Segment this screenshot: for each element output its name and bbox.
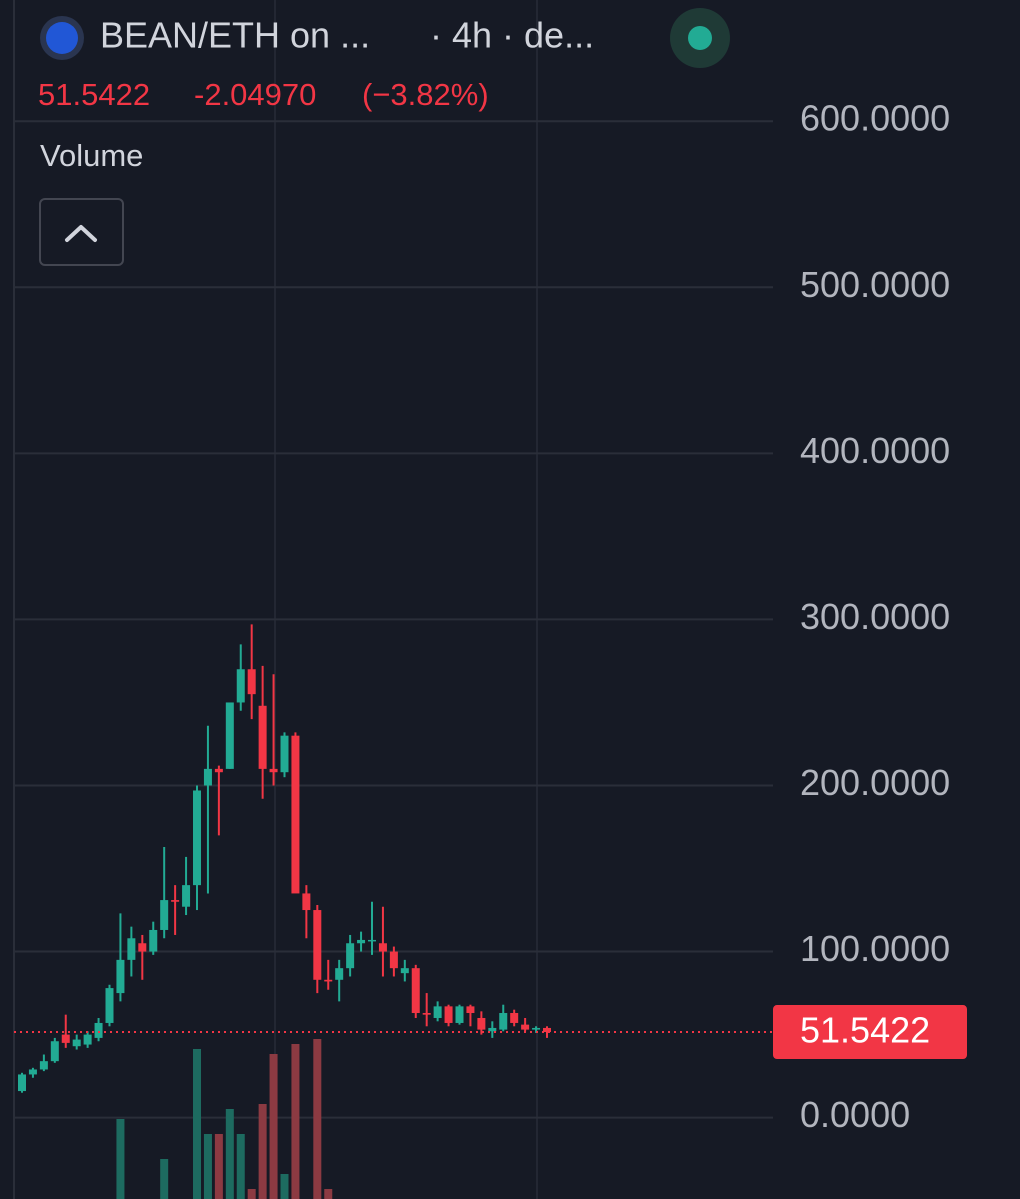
volume-bar [324, 1189, 333, 1199]
y-tick-label: 0.0000 [800, 1094, 910, 1135]
candle-body [203, 768, 212, 786]
collapse-button[interactable] [39, 198, 124, 266]
candle-body [182, 885, 191, 907]
candle-body [160, 900, 169, 930]
chevron-up [65, 225, 97, 242]
candle-body [400, 968, 409, 974]
candle-body [422, 1013, 431, 1015]
header: BEAN/ETH on ... · 4h · de... 51.5422 -2.… [38, 8, 730, 266]
candle-body [302, 893, 311, 911]
volume-bar [225, 1109, 234, 1199]
status-dot [688, 26, 712, 50]
volume-bar [269, 1054, 278, 1199]
candle-body [499, 1013, 508, 1030]
candle-body [291, 735, 300, 894]
candle-body [543, 1027, 551, 1033]
candle-body [378, 943, 387, 952]
volume-bar [313, 1039, 322, 1199]
volume-bar [258, 1104, 267, 1199]
volume-bar [214, 1134, 223, 1199]
volume-bar [236, 1134, 245, 1199]
candle-body [357, 939, 366, 944]
volume-bar [160, 1159, 169, 1199]
volume-bar [280, 1174, 289, 1199]
candle-body [236, 669, 245, 703]
candle-body [280, 735, 289, 773]
candle-body [324, 979, 333, 982]
candle-body [83, 1034, 92, 1045]
candles [14, 624, 773, 1093]
price-axis: 600.0000 500.0000 400.0000 300.0000 200.0000… [773, 98, 967, 1135]
volume-label: Volume [40, 138, 143, 173]
candle-body [444, 1006, 453, 1023]
candle-body [411, 968, 420, 1014]
price: 51.5422 [38, 77, 150, 112]
volume-bar [193, 1049, 201, 1199]
candle-body [466, 1006, 475, 1014]
interval: · 4h · de... [430, 15, 594, 56]
candle-body [488, 1027, 497, 1032]
candle-body [61, 1034, 70, 1043]
candle-body [532, 1027, 541, 1030]
candle-body [39, 1061, 48, 1070]
y-tick-label: 100.0000 [800, 928, 950, 969]
y-tick-label: 600.0000 [800, 98, 950, 139]
volume-bar [116, 1119, 125, 1199]
candle-body [455, 1006, 464, 1023]
candle-body [116, 959, 125, 994]
last-price-badge [773, 1005, 967, 1060]
candle-body [127, 938, 136, 960]
candle-body [389, 951, 398, 969]
candle-body [225, 702, 234, 769]
candle-body [171, 900, 180, 902]
candle-body [510, 1013, 519, 1023]
candle-body [18, 1074, 26, 1092]
last-price-label: 51.5422 [800, 1010, 930, 1051]
candle-body [346, 943, 355, 969]
candle-body [313, 910, 322, 980]
candle-body [105, 988, 114, 1023]
candle-body [138, 943, 147, 952]
change: -2.04970 [194, 77, 316, 112]
candle-body [521, 1024, 530, 1030]
change-pct: (−3.82%) [362, 77, 489, 112]
volume [116, 1039, 333, 1199]
y-tick-label: 500.0000 [800, 264, 950, 305]
candle-body [433, 1006, 442, 1018]
symbol-icon-inner [46, 22, 78, 54]
candle-body [50, 1041, 59, 1062]
candle-body [258, 705, 267, 769]
y-tick-label: 400.0000 [800, 430, 950, 471]
volume-bar [203, 1134, 212, 1199]
candle-body [94, 1022, 103, 1038]
candle-body [214, 768, 223, 773]
candle-body [247, 669, 256, 695]
candle-body [477, 1017, 486, 1030]
symbol: BEAN/ETH on ... [100, 15, 370, 56]
y-tick-label: 300.0000 [800, 596, 950, 637]
candle-body [28, 1069, 37, 1075]
candle-body [149, 929, 158, 952]
volume-bar [247, 1189, 256, 1199]
candle-body [193, 790, 201, 886]
candle-body [335, 968, 344, 980]
candle-body [269, 768, 278, 773]
candle-body [368, 939, 376, 942]
candle-body [72, 1039, 81, 1047]
volume-bar [291, 1044, 300, 1199]
y-tick-label: 200.0000 [800, 762, 950, 803]
